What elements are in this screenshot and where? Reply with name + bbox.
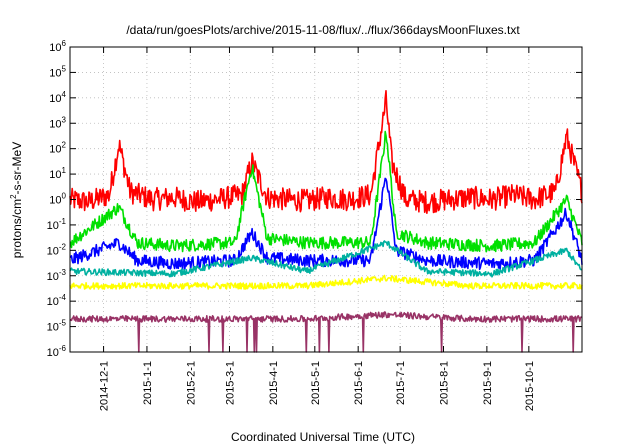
chart-title: /data/run/goesPlots/archive/2015-11-08/f… xyxy=(126,23,520,37)
y-tick-label: 104 xyxy=(49,90,66,105)
x-tick-label: 2015-10-1 xyxy=(524,361,536,411)
y-tick-label: 10-1 xyxy=(47,217,67,232)
x-axis-label: Coordinated Universal Time (UTC) xyxy=(231,430,415,444)
y-tick-label: 10-5 xyxy=(47,319,67,334)
x-tick-label: 2015-1-1 xyxy=(142,361,154,405)
x-tick-label: 2015-6-1 xyxy=(353,361,365,405)
series-line-6 xyxy=(69,311,583,353)
y-tick-label: 101 xyxy=(49,166,66,181)
y-tick-label: 10-4 xyxy=(47,293,67,308)
y-tick-label: 103 xyxy=(49,115,66,130)
axes xyxy=(69,46,583,353)
x-tick-label: 2015-5-1 xyxy=(310,361,322,405)
series-line-4 xyxy=(69,240,583,278)
y-tick-label: 102 xyxy=(49,141,66,156)
y-tick-label: 106 xyxy=(49,39,66,54)
x-tick-labels: 2014-12-1 2015-1-1 2015-2-1 2015-3-1 2015-4-… xyxy=(99,361,536,411)
y-tick-label: 100 xyxy=(49,192,66,207)
y-tick-label: 10-3 xyxy=(47,268,67,283)
x-tick-label: 2015-9-1 xyxy=(482,361,494,405)
x-tick-label: 2015-2-1 xyxy=(185,361,197,405)
series-line-2 xyxy=(69,130,583,253)
series-line-1 xyxy=(69,90,583,214)
x-tick-label: 2015-7-1 xyxy=(395,361,407,405)
y-tick-label: 105 xyxy=(49,64,66,79)
x-tick-label: 2015-8-1 xyxy=(439,361,451,405)
y-axis-label: protons/cm2-s-sr-MeV xyxy=(9,142,24,258)
x-tick-label: 2014-12-1 xyxy=(99,361,111,411)
y-tick-label: 10-6 xyxy=(47,344,67,359)
y-tick-labels: 10-6 10-5 10-4 10-3 10-2 10-1 100 101 102 103 104 1… xyxy=(47,39,67,359)
x-tick-label: 2015-4-1 xyxy=(268,361,280,405)
x-tick-label: 2015-3-1 xyxy=(224,361,236,405)
series-layer xyxy=(69,90,583,353)
series-line-5 xyxy=(69,274,583,290)
series-line-3 xyxy=(69,177,583,271)
y-tick-label: 10-2 xyxy=(47,242,67,257)
